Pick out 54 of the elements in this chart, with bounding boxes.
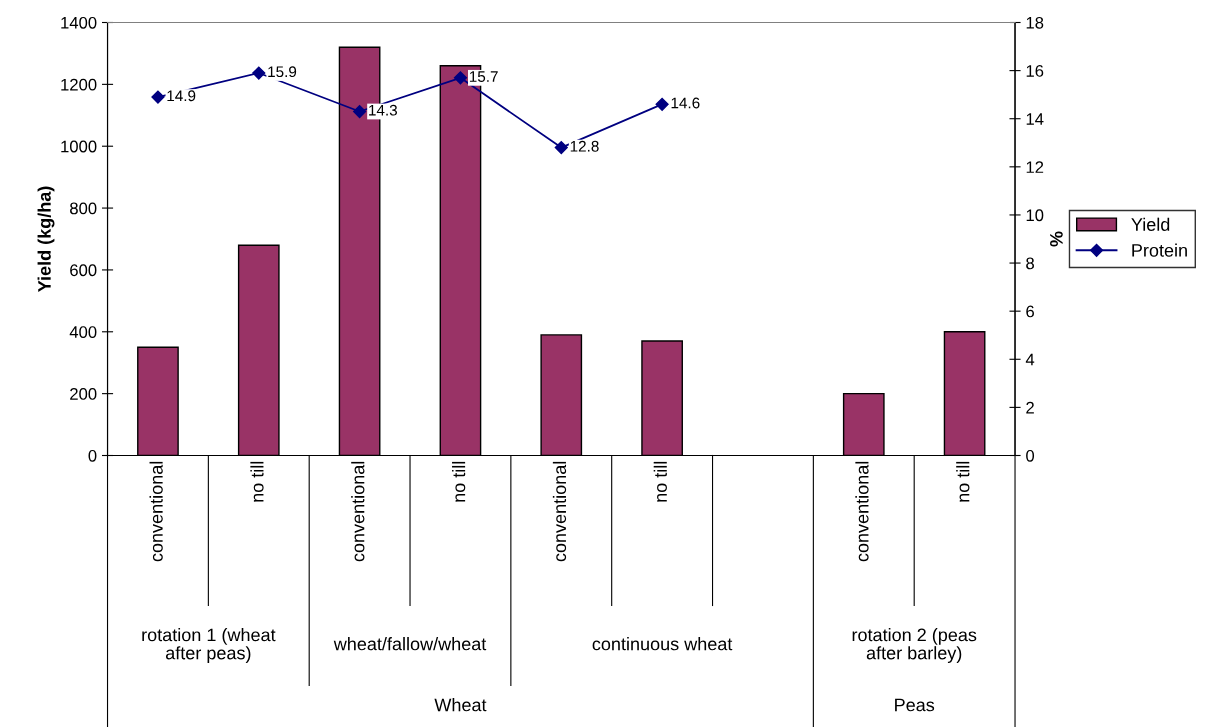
y2-tick-label: 16 (1026, 65, 1044, 77)
y-tick-label: 1400 (61, 16, 97, 29)
x-tick-label: no till (956, 461, 970, 502)
y-tick-label: 800 (70, 202, 97, 215)
data-label: 15.9 (268, 66, 297, 78)
x-tick-label: conventional (552, 461, 567, 562)
y2-tick-label: 2 (1026, 401, 1034, 414)
data-label: 14.3 (369, 104, 398, 116)
bar (137, 346, 179, 456)
bar (943, 331, 986, 456)
x-tick-label: no till (452, 461, 466, 502)
y2-tick-label: 8 (1026, 257, 1034, 270)
text: rotation 1 (wheat after peas) (142, 628, 276, 663)
data-label: 14.9 (167, 90, 196, 102)
legend-label: Protein (1132, 243, 1187, 257)
y-tick-label: 600 (70, 264, 97, 277)
y-tick-label: 1200 (61, 78, 97, 91)
bar (540, 334, 583, 456)
y-tick-label: 400 (69, 326, 97, 338)
x-tick-label: conventional (149, 461, 163, 562)
bar (641, 340, 683, 456)
text: Peas (895, 698, 935, 712)
y2-tick-label: 6 (1026, 305, 1034, 318)
point (655, 97, 669, 111)
y2-tick-label: 10 (1026, 209, 1044, 222)
bar (237, 244, 280, 456)
data-label: 15.7 (469, 71, 498, 82)
text: continuous wheat (592, 637, 733, 651)
text: Wheat (434, 698, 487, 712)
y2-tick-label: 12 (1026, 161, 1044, 173)
data-label: 14.6 (671, 97, 700, 109)
point (554, 141, 568, 155)
point (353, 104, 367, 119)
data-label: 12.8 (570, 140, 599, 152)
y-axis-title: Yield (kg/ha) (37, 186, 55, 293)
x-tick-label: no till (250, 461, 264, 502)
y2-tick-label: 0 (1026, 449, 1035, 462)
x-tick-label: conventional (855, 461, 869, 562)
y-tick-label: 0 (88, 449, 97, 462)
y2-tick-label: 18 (1026, 16, 1044, 29)
text: rotation 2 (peas after barley) (852, 628, 977, 663)
y2-axis-title: % (1050, 231, 1063, 247)
point (252, 66, 266, 80)
point (453, 71, 468, 85)
text: wheat/fallow/wheat (333, 637, 487, 651)
legend-label: Yield (1131, 217, 1170, 231)
point (151, 90, 165, 104)
y-tick-label: 200 (70, 388, 97, 400)
y2-tick-label: 4 (1025, 353, 1035, 366)
y2-tick-label: 14 (1026, 113, 1044, 125)
bar (842, 392, 885, 456)
x-tick-label: no till (653, 461, 667, 502)
y-tick-label: 1000 (61, 140, 97, 153)
x-tick-label: conventional (351, 461, 365, 562)
